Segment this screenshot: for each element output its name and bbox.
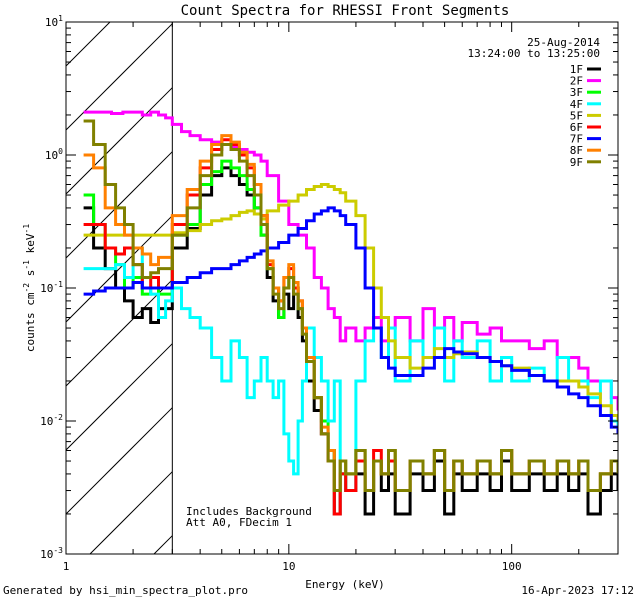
series-line-3F <box>83 159 618 492</box>
series-line-8F <box>83 134 618 492</box>
y-tick-label: 101 <box>45 14 63 29</box>
hatch-line <box>65 279 173 387</box>
legend-label-9F: 9F <box>570 156 583 169</box>
x-tick-label: 1 <box>63 560 70 573</box>
excluded-region-hatch <box>65 21 173 555</box>
legend-label-6F: 6F <box>570 121 583 134</box>
hatch-line <box>65 87 173 195</box>
legend-label-2F: 2F <box>570 75 583 88</box>
date-label: 25-Aug-2014 <box>527 36 600 49</box>
hatch-line <box>153 535 173 555</box>
legend-label-4F: 4F <box>570 98 583 111</box>
hatch-line <box>65 215 173 323</box>
background-note: Includes Background <box>186 505 312 518</box>
series-line-7F <box>83 206 618 434</box>
series-line-5F <box>83 183 618 421</box>
attenuator-note: Att A0, FDecim 1 <box>186 516 292 529</box>
generated-by-label: Generated by hsi_min_spectra_plot.pro <box>3 584 249 597</box>
y-tick-label: 10-3 <box>40 546 63 561</box>
hatch-line <box>89 471 173 555</box>
legend-label-8F: 8F <box>570 144 583 157</box>
time-range-label: 13:24:00 to 13:25:00 <box>468 47 600 60</box>
series-line-4F <box>83 246 618 492</box>
y-tick-label: 10-1 <box>40 280 63 295</box>
chart-title: Count Spectra for RHESSI Front Segments <box>181 3 510 19</box>
hatch-line <box>65 151 173 259</box>
series-line-2F <box>83 110 618 411</box>
legend-label-7F: 7F <box>570 133 583 146</box>
hatch-line <box>65 21 111 67</box>
series-line-9F <box>83 119 618 492</box>
legend-label-3F: 3F <box>570 86 583 99</box>
timestamp-label: 16-Apr-2023 17:12 <box>521 584 634 597</box>
y-tick-label: 10-2 <box>40 413 63 428</box>
hatch-line <box>65 343 173 451</box>
y-axis-label: counts cm-2 s-1 keV-1 <box>22 224 37 352</box>
x-axis-label: Energy (keV) <box>305 578 384 591</box>
x-tick-label: 100 <box>502 560 522 573</box>
legend-label-5F: 5F <box>570 109 583 122</box>
x-tick-label: 10 <box>282 560 295 573</box>
hatch-line <box>65 407 173 515</box>
legend-label-1F: 1F <box>570 63 583 76</box>
y-tick-label: 100 <box>45 147 63 162</box>
